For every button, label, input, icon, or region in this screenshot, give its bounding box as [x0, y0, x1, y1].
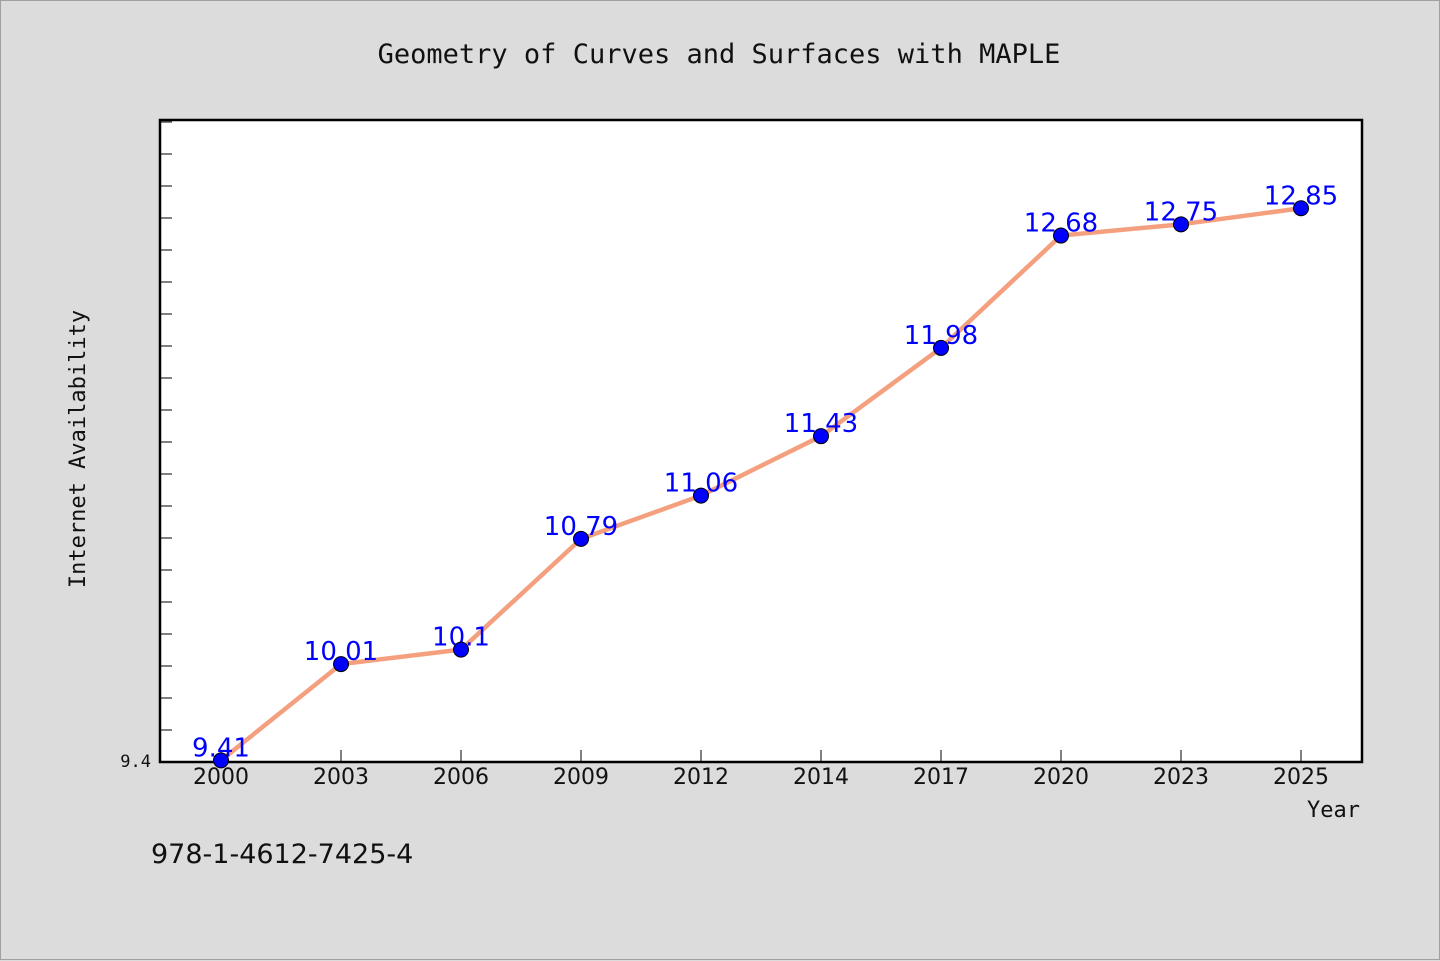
x-tick-label: 2017 — [913, 765, 969, 790]
y-tick-label: 9.4 — [120, 752, 151, 772]
data-point — [1293, 200, 1309, 217]
x-axis-tick-labels: 2000 2003 2006 2009 2012 2014 2017 2020 2023 2025 — [193, 765, 1329, 790]
data-point — [333, 656, 349, 673]
x-tick-label: 2023 — [1153, 765, 1209, 790]
data-markers — [213, 200, 1309, 769]
x-tick-label: 2012 — [673, 765, 729, 790]
x-tick-label: 2014 — [793, 765, 849, 790]
x-axis-label: Year — [1307, 798, 1360, 823]
data-point — [453, 641, 469, 658]
data-point — [573, 530, 589, 547]
y-axis-label: Internet Availability — [66, 310, 91, 588]
x-tick-label: 2025 — [1273, 765, 1329, 790]
isbn-footer: 978-1-4612-7425-4 — [151, 839, 413, 870]
chart-title: Geometry of Curves and Surfaces with MAP… — [378, 39, 1061, 70]
data-point — [1053, 227, 1069, 244]
x-tick-label: 2003 — [313, 765, 369, 790]
x-tick-label: 2006 — [433, 765, 489, 790]
data-point — [1173, 216, 1189, 233]
x-tick-label: 2020 — [1033, 765, 1089, 790]
data-point — [693, 487, 709, 504]
y-axis-minor-ticks — [160, 121, 172, 763]
x-axis-ticks — [220, 750, 1302, 762]
x-tick-label: 2000 — [193, 765, 249, 790]
data-point — [933, 339, 949, 356]
series-line — [219, 206, 1302, 763]
x-tick-label: 2009 — [553, 765, 609, 790]
data-point — [813, 428, 829, 445]
data-point — [213, 752, 229, 769]
